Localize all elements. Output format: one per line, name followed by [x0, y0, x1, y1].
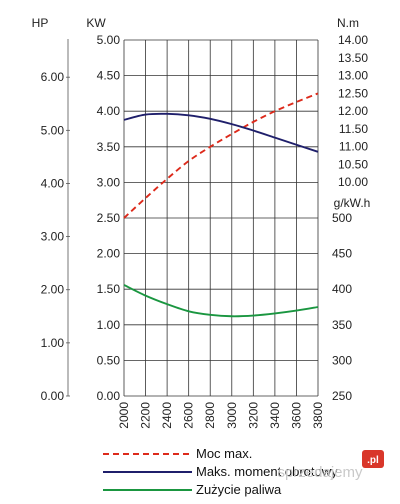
torque-tick-label: 10.50: [338, 157, 368, 171]
rpm-tick-label: 2200: [139, 402, 153, 429]
consumption-tick-label: 350: [332, 318, 352, 332]
legend-label-kw: Moc max.: [196, 446, 252, 461]
hp-tick-label: 4.00: [41, 176, 65, 190]
torque-tick-label: 12.00: [338, 104, 368, 118]
torque-tick-label: 10.00: [338, 175, 368, 189]
rpm-tick-label: 2600: [182, 402, 196, 429]
consumption-tick-label: 500: [332, 211, 352, 225]
series-lines: [123, 92, 319, 318]
rpm-tick-label: 2800: [203, 402, 217, 429]
chart-grid: [67, 39, 319, 397]
kw-tick-label: 5.00: [97, 33, 121, 47]
series-line-consumption: [123, 284, 319, 318]
rpm-tick-label: 3600: [289, 402, 303, 429]
torque-tick-label: 13.00: [338, 69, 368, 83]
kw-tick-label: 3.50: [97, 140, 121, 154]
torque-axis: N.m 10.00 10.50 11.00 11.50 12.00 12.50 13.00 13…: [337, 16, 368, 189]
hp-axis-label: HP: [32, 16, 49, 30]
hp-tick-label: 3.00: [41, 230, 65, 244]
kw-tick-label: 1.50: [97, 282, 121, 296]
consumption-tick-label: 450: [332, 247, 352, 261]
kw-tick-label: 4.00: [97, 104, 121, 118]
rpm-tick-label: 2000: [117, 402, 131, 429]
consumption-axis: g/kW.h 250 300 350 400 450 500: [332, 196, 370, 403]
rpm-tick-label: 3800: [311, 402, 325, 429]
kw-tick-label: 2.00: [97, 247, 121, 261]
hp-axis: HP 0.00 1.00 2.00 3.00 4.00 5.00 6.00: [32, 16, 70, 403]
kw-tick-label: 4.50: [97, 69, 121, 83]
legend-label-torque: Maks. moment obrotowy: [196, 464, 338, 479]
kw-axis-label: KW: [86, 16, 106, 30]
consumption-tick-label: 250: [332, 389, 352, 403]
kw-tick-label: 0.50: [97, 353, 121, 367]
torque-tick-label: 14.00: [338, 33, 368, 47]
legend-label-consumption: Zużycie paliwa: [196, 482, 282, 497]
hp-tick-label: 6.00: [41, 70, 65, 84]
kw-tick-label: 1.00: [97, 318, 121, 332]
hp-tick-label: 2.00: [41, 283, 65, 297]
kw-tick-label: 2.50: [97, 211, 121, 225]
kw-tick-label: 3.00: [97, 175, 121, 189]
watermark: sprzedajemy .pl: [277, 450, 384, 481]
hp-tick-label: 5.00: [41, 123, 65, 137]
consumption-tick-label: 300: [332, 353, 352, 367]
kw-axis: KW 0.00 0.50 1.00 1.50 2.00 2.50 3.00 3.50 4.00 4.…: [86, 16, 120, 403]
torque-tick-label: 11.00: [339, 140, 368, 154]
series-line-kw: [123, 92, 319, 219]
watermark-badge: [362, 450, 384, 468]
rpm-tick-label: 3400: [268, 402, 282, 429]
watermark-badge-text: .pl: [367, 455, 379, 466]
torque-axis-label: N.m: [337, 16, 359, 30]
hp-tick-label: 0.00: [41, 389, 65, 403]
hp-tick-label: 1.00: [41, 336, 65, 350]
consumption-tick-label: 400: [332, 282, 352, 296]
rpm-tick-label: 3200: [246, 402, 260, 429]
rpm-axis: 2000 2200 2400 2600 2800 3000 3200 3400 3600 3800: [117, 402, 325, 429]
torque-tick-label: 13.50: [338, 51, 368, 65]
consumption-axis-label: g/kW.h: [334, 196, 371, 210]
torque-tick-label: 11.50: [339, 122, 368, 136]
rpm-tick-label: 3000: [225, 402, 239, 429]
kw-tick-label: 0.00: [97, 389, 121, 403]
torque-tick-label: 12.50: [338, 86, 368, 100]
rpm-tick-label: 2400: [160, 402, 174, 429]
series-line-torque: [123, 112, 319, 153]
legend: Moc max. Maks. moment obrotowy Zużycie pal…: [103, 446, 338, 497]
watermark-text: sprzedajemy: [277, 464, 363, 481]
